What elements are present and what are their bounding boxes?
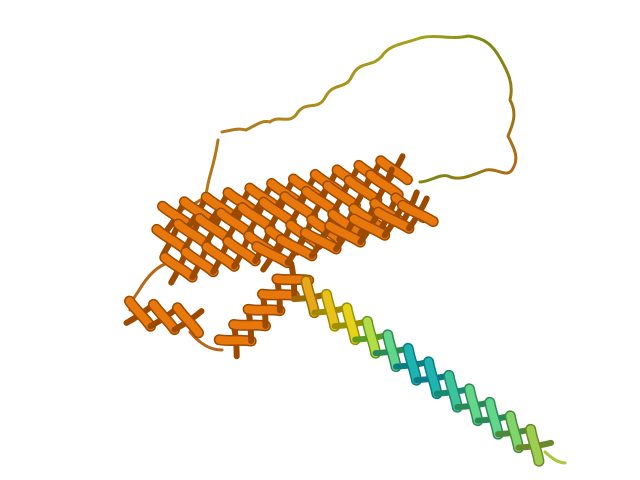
helix-upper [151,166,404,258]
helix-lower-left-front-ribbon [229,320,270,330]
helix-bundle [123,153,439,360]
helix-short-right-front-ribbon [325,221,365,247]
helix-upper-front-ribbon [174,219,210,248]
tail-turn-1-front-ribbon [302,276,319,317]
tail-turn-11-front-ribbon [506,411,523,452]
tail-turn-3-front-ribbon [342,303,360,344]
top-loop-coil [204,34,518,198]
helix-short-right-front-ribbon [349,215,389,240]
helix-lower-left-front-ribbon [258,290,299,300]
helix-upper-front-ribbon [152,225,189,254]
helix-short-right-front-ribbon [277,235,316,260]
c-terminal-helix [290,275,555,467]
helix-short-right-front-ribbon [374,208,413,233]
tail-end-coil [543,450,567,465]
tail-turn-12 [515,423,555,467]
helix-short-right-front-ribbon [252,242,292,267]
tail-turn-12-front-ribbon [526,425,543,466]
tail-turn-4-front-ribbon [363,317,380,358]
helix-upper-front-ribbon [195,214,232,243]
helix-left-short [123,295,205,339]
tail-turn-5-front-ribbon [383,330,401,371]
helix-lower-left-front-ribbon [244,305,284,315]
helix-short-right-front-ribbon [301,228,341,253]
helix-left-short-front-ribbon [173,303,203,337]
tail-turn-8-front-ribbon [444,371,462,412]
helix-lower-left [213,260,315,360]
helix-lower-left-front-ribbon [215,335,256,346]
tail-turn-10-front-ribbon [485,398,503,439]
tail-turn-9-front-ribbon [465,384,482,425]
tail-turn-2-front-ribbon [322,290,339,331]
tail-turn-6-front-ribbon [404,344,421,385]
helix-short-right [251,195,439,273]
tail-turn-7-front-ribbon [424,357,441,398]
helix-short-right-front-ribbon [398,201,438,226]
